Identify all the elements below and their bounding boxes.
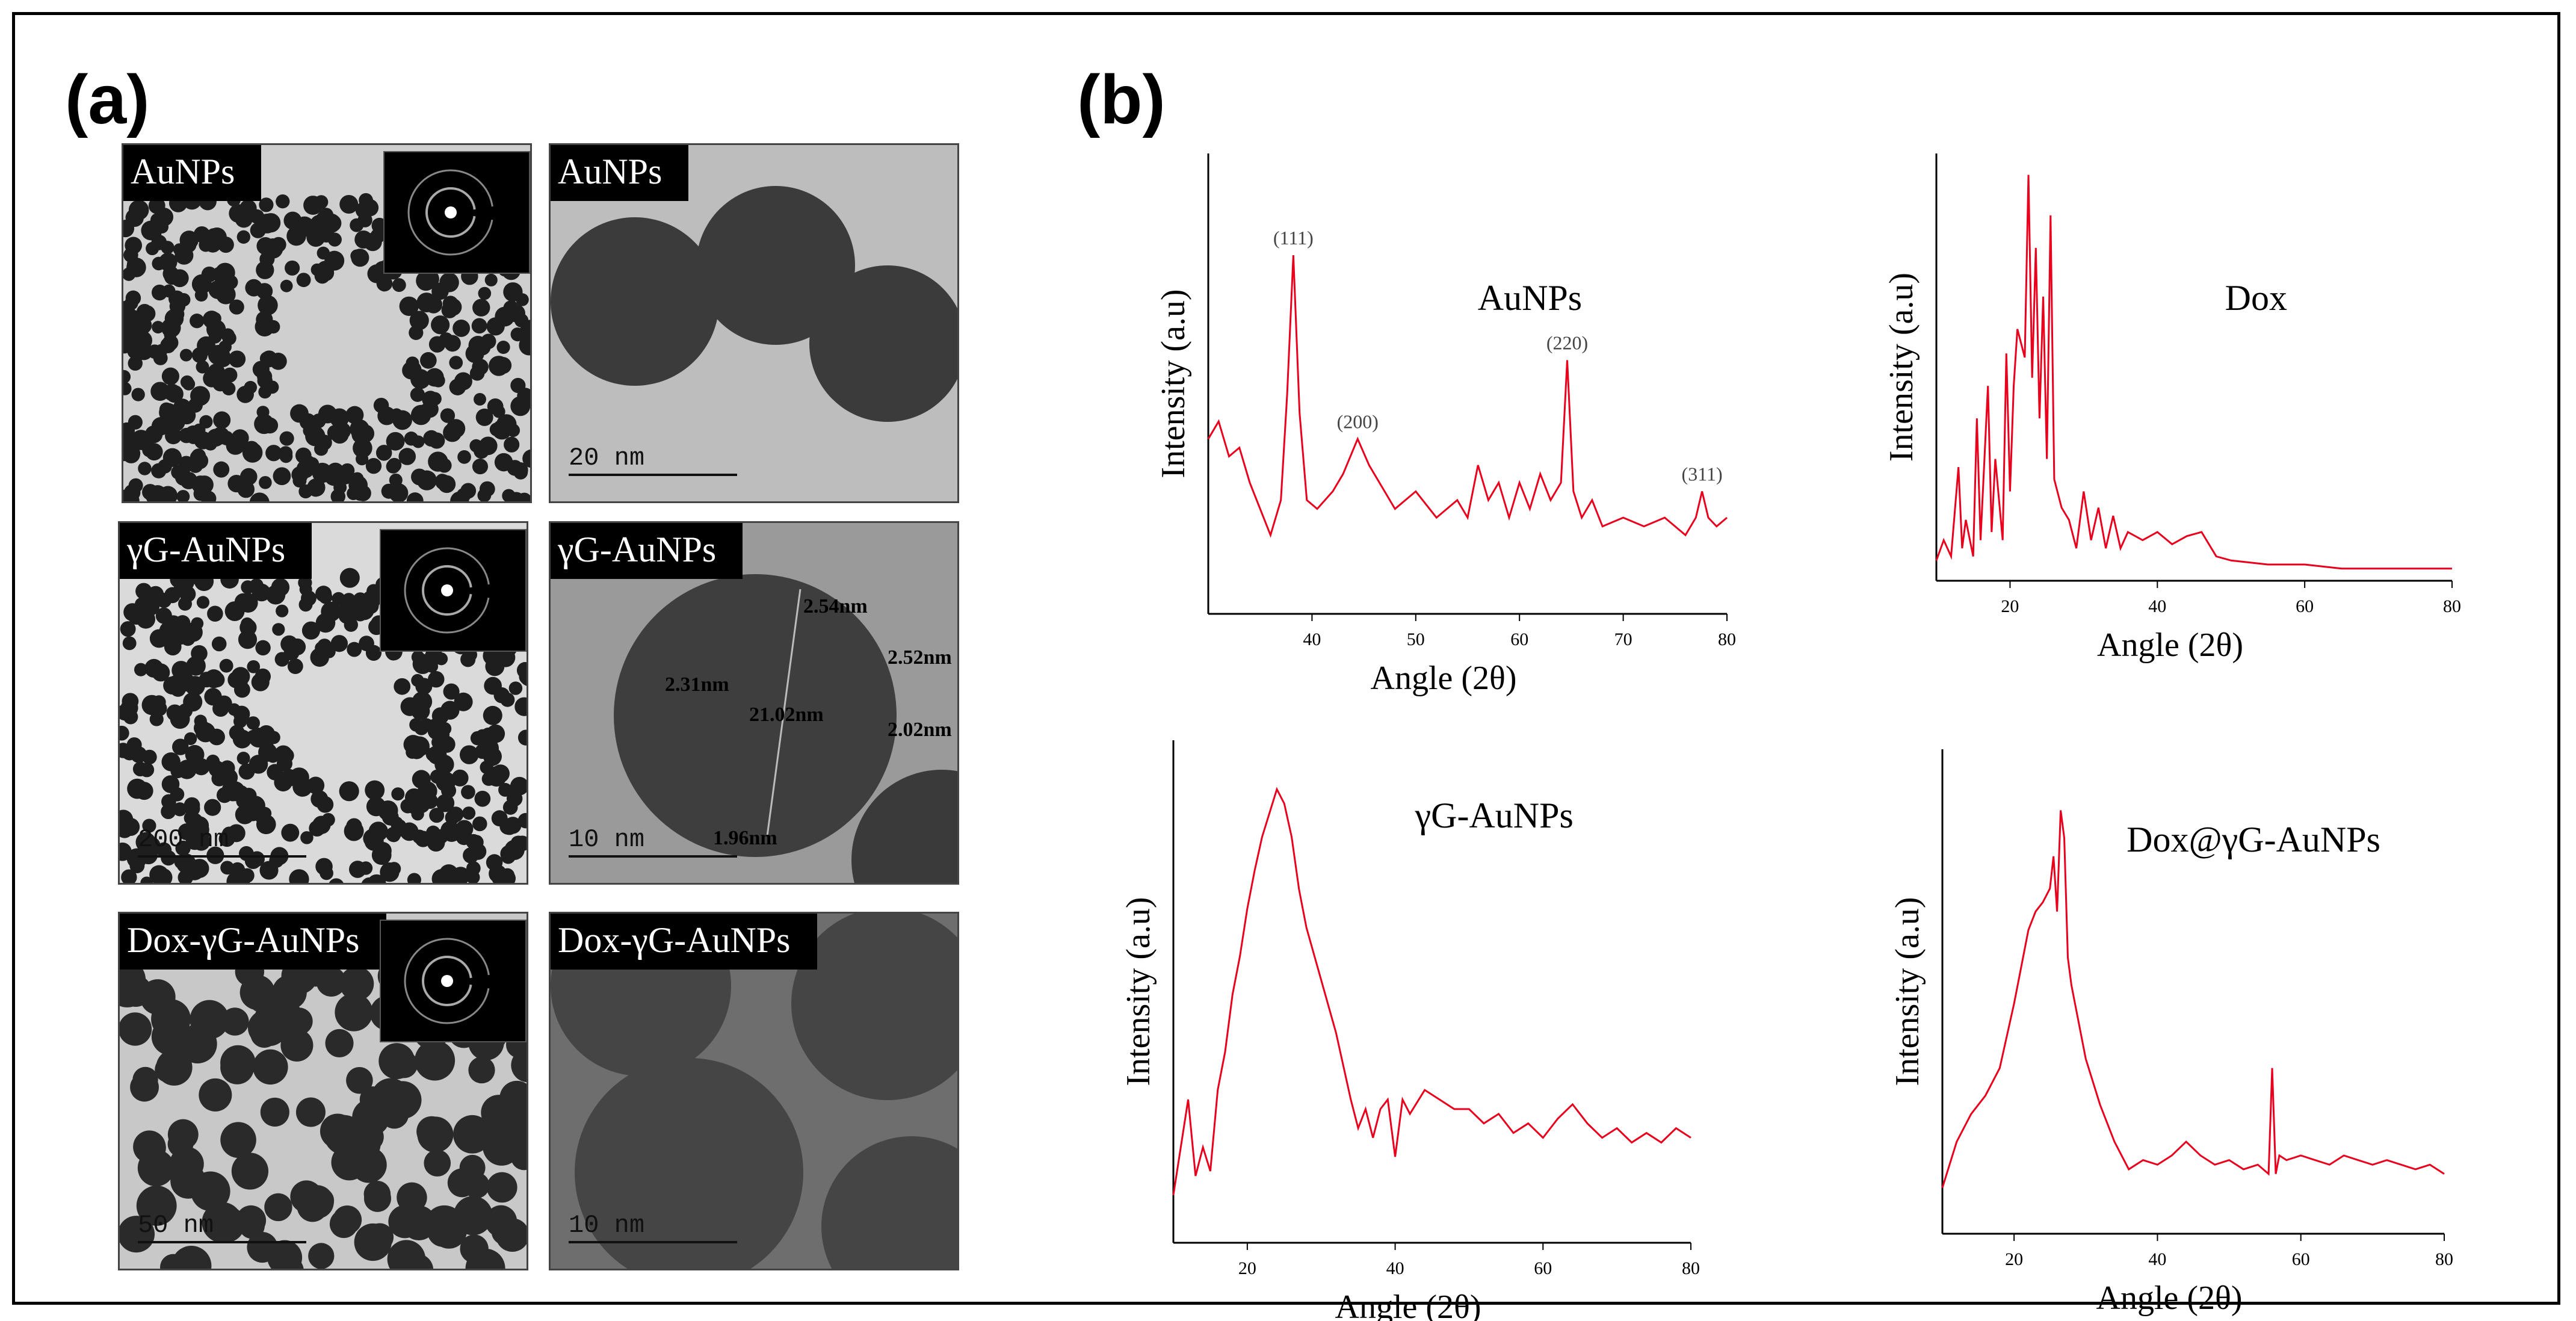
tem-image-4: γG-AuNPs 10 nm 2.54nm 2.52nm 2.31nm 21.02nm 2.… <box>549 521 959 885</box>
tem-image-3: γG-AuNPs 200 nm <box>118 521 528 885</box>
panel-b-letter: (b) <box>1077 61 1166 138</box>
saed-pattern-inset <box>383 151 530 274</box>
tem-label: AuNPs <box>551 145 689 201</box>
tem-label: γG-AuNPs <box>551 523 743 579</box>
scale-bar <box>569 474 737 476</box>
lattice-measurement: 21.02nm <box>749 704 824 726</box>
scale-bar <box>569 1241 737 1243</box>
scale-bar <box>138 1241 306 1243</box>
scale-label: 200 nm <box>138 825 229 854</box>
tem-image-5: Dox-γG-AuNPs 50 nm <box>118 912 528 1270</box>
tem-image-2: AuNPs 20 nm <box>549 143 959 503</box>
tem-image-6: Dox-γG-AuNPs 10 nm <box>549 912 959 1270</box>
tem-label: γG-AuNPs <box>120 523 312 579</box>
tem-label: Dox-γG-AuNPs <box>120 914 386 970</box>
lattice-measurement: 2.52nm <box>888 646 952 669</box>
saed-pattern-inset <box>380 529 527 652</box>
scale-bar <box>138 855 306 858</box>
micrograph <box>551 186 957 422</box>
scale-label: 10 nm <box>569 825 645 854</box>
lattice-measurement: 2.31nm <box>665 673 729 696</box>
micrograph <box>614 574 957 883</box>
micrograph <box>123 190 530 501</box>
tem-label: AuNPs <box>123 145 262 201</box>
scale-label: 20 nm <box>569 444 645 472</box>
scale-label: 50 nm <box>138 1211 214 1240</box>
scale-bar <box>569 855 737 858</box>
saed-pattern-inset <box>380 920 527 1042</box>
lattice-measurement: 2.02nm <box>888 719 952 741</box>
tem-label: Dox-γG-AuNPs <box>551 914 817 970</box>
scale-label: 10 nm <box>569 1211 645 1240</box>
tem-image-1: AuNPs <box>122 143 532 503</box>
lattice-measurement: 2.54nm <box>803 595 868 617</box>
panel-a-letter: (a) <box>65 61 150 138</box>
figure-frame <box>12 12 2560 1305</box>
lattice-measurement: 1.96nm <box>713 827 777 849</box>
